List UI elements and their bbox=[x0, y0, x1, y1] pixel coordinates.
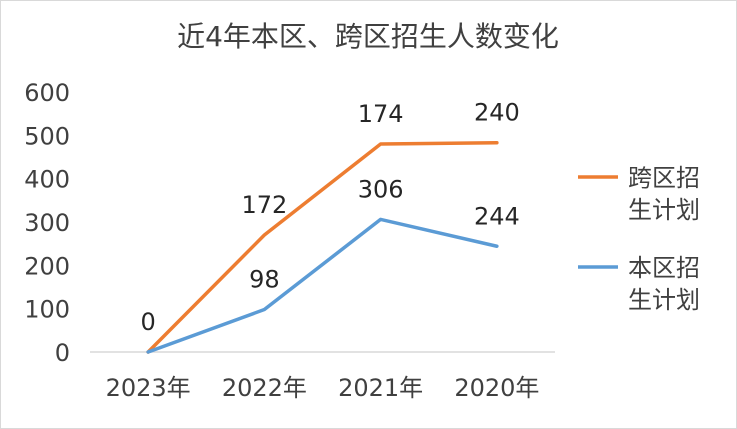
series-line-1 bbox=[146, 217, 499, 354]
chart-title: 近4年本区、跨区招生人数变化 bbox=[177, 20, 559, 53]
data-label: 98 bbox=[249, 266, 280, 294]
data-label: 306 bbox=[358, 175, 404, 203]
data-label: 174 bbox=[358, 100, 404, 128]
data-label: 240 bbox=[474, 99, 520, 127]
data-label: 0 bbox=[140, 308, 155, 336]
x-tick-label: 2023年 bbox=[106, 374, 191, 402]
y-tick-label: 200 bbox=[24, 252, 70, 280]
y-tick-label: 0 bbox=[55, 339, 70, 367]
x-tick-label: 2020年 bbox=[454, 374, 539, 402]
y-tick-label: 600 bbox=[24, 79, 70, 107]
x-tick-label: 2021年 bbox=[338, 374, 423, 402]
series-line-0 bbox=[146, 140, 499, 354]
y-tick-label: 400 bbox=[24, 166, 70, 194]
data-label: 244 bbox=[474, 202, 520, 230]
y-tick-label: 100 bbox=[24, 296, 70, 324]
y-tick-label: 500 bbox=[24, 122, 70, 150]
legend-label: 跨区招生计划 bbox=[628, 164, 700, 224]
y-tick-label: 300 bbox=[24, 209, 70, 237]
x-tick-label: 2022年 bbox=[222, 374, 307, 402]
data-label: 172 bbox=[241, 191, 287, 219]
legend-label: 本区招生计划 bbox=[628, 254, 700, 314]
